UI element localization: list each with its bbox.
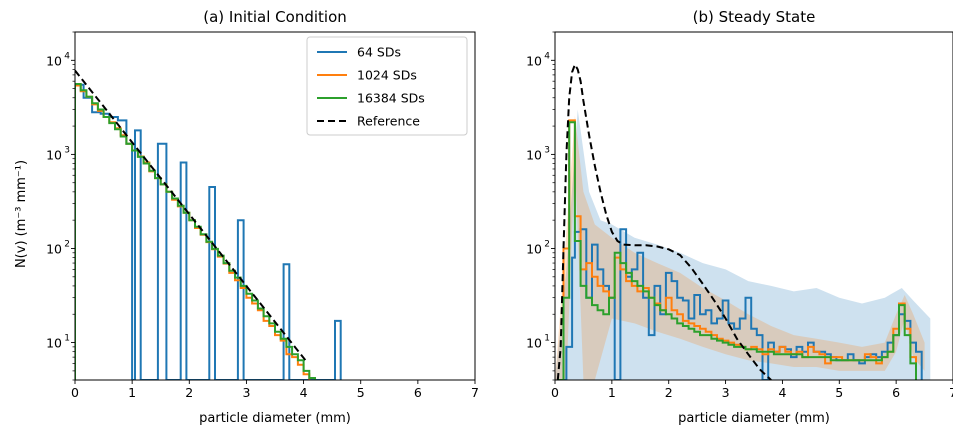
y-tick-exponent: 2 — [64, 239, 70, 249]
panel-initial-condition: (a) Initial Condition particle diameter … — [14, 8, 479, 426]
series-line-1 — [75, 84, 311, 380]
x-tick-label: 3 — [242, 385, 250, 400]
legend-label: Reference — [357, 114, 420, 129]
x-tick-label: 7 — [471, 385, 479, 400]
band-1 — [555, 115, 925, 380]
series-line-2 — [75, 83, 316, 380]
x-tick-label: 0 — [551, 385, 559, 400]
x-tick-label: 1 — [128, 385, 136, 400]
x-tick-label: 4 — [300, 385, 308, 400]
y-tick-exponent: 1 — [544, 334, 550, 344]
y-tick-exponent: 4 — [64, 51, 70, 61]
y-tick-exponent: 3 — [544, 145, 550, 155]
legend: 64 SDs 1024 SDs 16384 SDs Reference — [306, 36, 468, 136]
x-axis-label: particle diameter (mm) — [199, 411, 351, 426]
x-tick-label: 5 — [835, 385, 843, 400]
legend-frame — [306, 36, 468, 136]
x-tick-label: 6 — [892, 385, 900, 400]
y-tick-exponent: 3 — [64, 145, 70, 155]
x-tick-label: 5 — [357, 385, 365, 400]
x-tick-label: 6 — [414, 385, 422, 400]
series-line-2 — [557, 121, 917, 380]
y-axis-label: N(v) (m⁻³ mm⁻¹) — [14, 160, 29, 268]
x-tick-label: 1 — [608, 385, 616, 400]
y-tick-label: 10 — [46, 241, 62, 256]
y-tick-label: 10 — [526, 336, 542, 351]
series-lines — [556, 62, 923, 380]
y-tick-label: 10 — [46, 53, 62, 68]
uncertainty-bands — [555, 109, 931, 380]
legend-label: 16384 SDs — [357, 91, 425, 106]
series-line-3 — [75, 69, 308, 363]
panel-steady-state: (b) Steady State particle diameter (mm) … — [526, 8, 953, 426]
x-tick-label: 4 — [778, 385, 786, 400]
y-tick-exponent: 1 — [64, 334, 70, 344]
y-tick-label: 10 — [526, 147, 542, 162]
x-tick-label: 7 — [949, 385, 953, 400]
y-tick-exponent: 2 — [544, 239, 550, 249]
x-tick-label: 3 — [722, 385, 730, 400]
y-tick-label: 10 — [46, 336, 62, 351]
plot-frame — [74, 31, 476, 381]
legend-label: 64 SDs — [357, 45, 401, 60]
panel-title: (b) Steady State — [693, 8, 816, 26]
plot-frame — [554, 31, 953, 381]
x-axis-label: particle diameter (mm) — [678, 411, 830, 426]
legend-label: 1024 SDs — [357, 68, 417, 83]
series-lines — [75, 69, 342, 380]
y-tick-label: 10 — [526, 53, 542, 68]
series-line-0 — [557, 228, 923, 380]
panel-title: (a) Initial Condition — [203, 8, 347, 26]
x-tick-label: 0 — [71, 385, 79, 400]
x-tick-label: 2 — [665, 385, 673, 400]
y-tick-label: 10 — [526, 241, 542, 256]
x-tick-label: 2 — [185, 385, 193, 400]
y-tick-label: 10 — [46, 147, 62, 162]
y-tick-exponent: 4 — [544, 51, 550, 61]
